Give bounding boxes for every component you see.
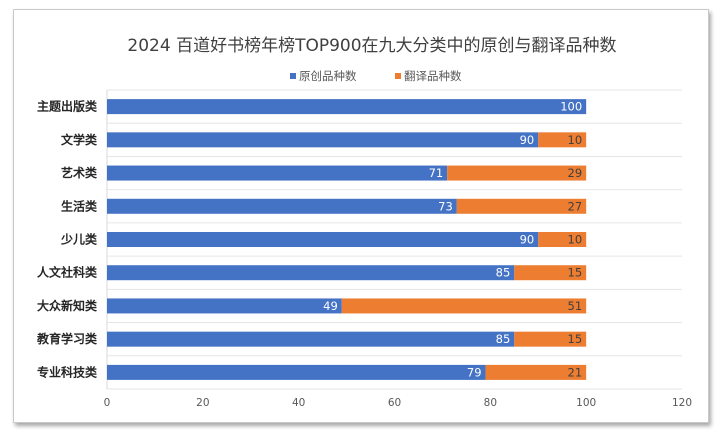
data-label: 73 bbox=[438, 199, 453, 213]
data-label: 85 bbox=[496, 266, 511, 280]
data-label: 10 bbox=[568, 133, 583, 147]
legend: 原创品种数 翻译品种数 bbox=[290, 69, 462, 83]
category-label: 人文社科类 bbox=[37, 265, 98, 280]
category-label: 少儿类 bbox=[60, 232, 98, 247]
data-label: 100 bbox=[560, 100, 582, 114]
bar-original bbox=[107, 364, 486, 380]
bar-translated bbox=[538, 132, 587, 148]
data-label: 85 bbox=[496, 332, 511, 346]
category-label: 生活类 bbox=[61, 198, 98, 213]
x-tick-label: 80 bbox=[484, 397, 497, 409]
x-tick-label: 0 bbox=[104, 397, 111, 409]
data-label: 21 bbox=[568, 365, 583, 379]
data-label: 27 bbox=[568, 199, 583, 213]
bar-original bbox=[107, 165, 448, 181]
bar-translated bbox=[485, 364, 587, 380]
bar-translated bbox=[514, 265, 587, 281]
data-label: 51 bbox=[568, 299, 583, 313]
bar-original bbox=[107, 265, 515, 281]
category-label: 大众新知类 bbox=[37, 298, 98, 313]
x-tick-label: 20 bbox=[196, 397, 209, 409]
data-label: 90 bbox=[520, 133, 535, 147]
legend-label-1: 翻译品种数 bbox=[404, 69, 462, 83]
legend-swatch-1 bbox=[395, 73, 401, 79]
x-axis-tick-labels: 0 20 40 60 80 100 120 bbox=[104, 397, 692, 409]
x-tick-label: 60 bbox=[388, 397, 401, 409]
data-label: 29 bbox=[568, 166, 583, 180]
data-label: 15 bbox=[568, 266, 583, 280]
data-label: 79 bbox=[467, 365, 482, 379]
bar-original bbox=[107, 132, 539, 148]
bar-original bbox=[107, 331, 515, 347]
bar-original bbox=[107, 99, 587, 115]
bar-translated bbox=[456, 198, 587, 214]
chart-title: 2024 百道好书榜年榜TOP900在九大分类中的原创与翻译品种数 bbox=[127, 36, 616, 56]
legend-label-0: 原创品种数 bbox=[299, 69, 357, 83]
category-label: 文学类 bbox=[61, 132, 98, 147]
data-labels: 100 90 10 71 29 73 27 90 10 85 15 49 51 85 15 79 21 bbox=[323, 100, 582, 380]
category-label: 专业科技类 bbox=[37, 364, 98, 379]
data-label: 15 bbox=[568, 332, 583, 346]
bar-translated bbox=[341, 298, 587, 314]
bar-original bbox=[107, 298, 342, 314]
category-label: 教育学习类 bbox=[36, 331, 98, 346]
bar-translated bbox=[538, 232, 587, 247]
bar-original bbox=[107, 232, 539, 247]
category-label: 艺术类 bbox=[61, 165, 98, 180]
legend-swatch-0 bbox=[290, 73, 296, 79]
x-tick-label: 100 bbox=[576, 397, 596, 409]
bar-translated bbox=[447, 165, 587, 181]
data-label: 10 bbox=[568, 233, 583, 247]
bar-original bbox=[107, 198, 457, 214]
data-label: 49 bbox=[323, 299, 338, 313]
data-label: 90 bbox=[520, 233, 535, 247]
bar-translated bbox=[514, 331, 587, 347]
chart-frame bbox=[13, 9, 709, 423]
bars bbox=[107, 99, 587, 380]
x-tick-label: 40 bbox=[292, 397, 305, 409]
category-label: 主题出版类 bbox=[37, 99, 98, 114]
x-tick-label: 120 bbox=[672, 397, 692, 409]
gridlines bbox=[106, 89, 682, 390]
data-label: 71 bbox=[429, 166, 444, 180]
